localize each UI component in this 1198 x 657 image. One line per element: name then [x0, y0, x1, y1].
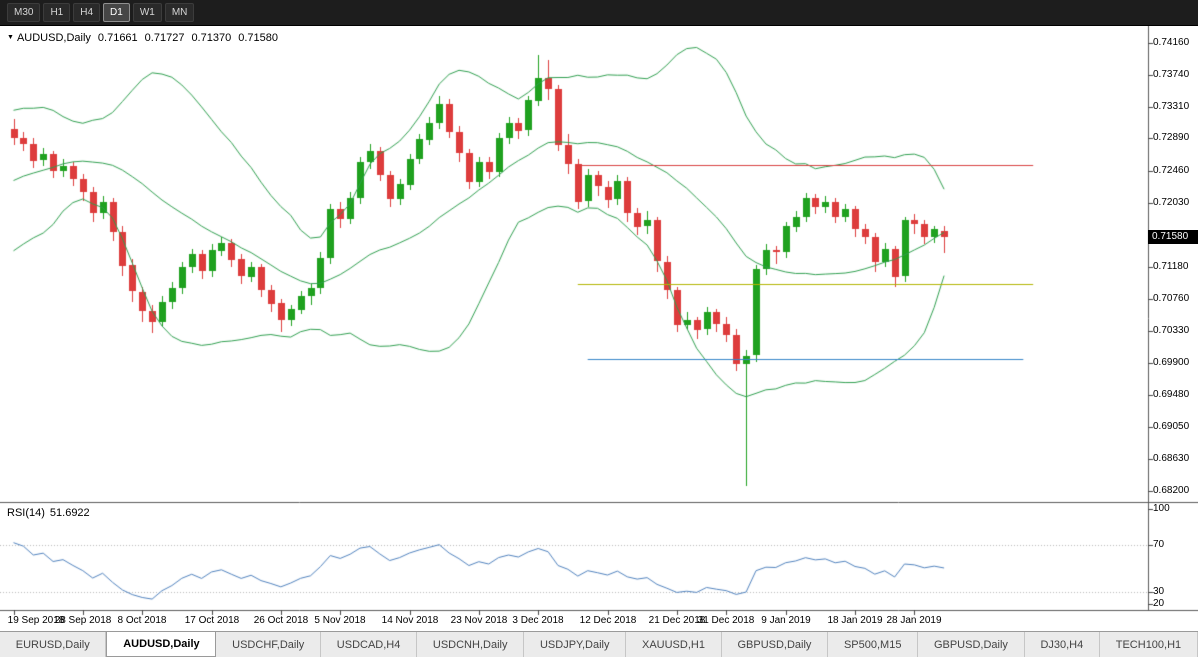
- timeframe-button-m30[interactable]: M30: [7, 3, 41, 22]
- current-price-badge: 0.71580: [1148, 230, 1198, 244]
- timeframe-button-h4[interactable]: H4: [73, 3, 101, 22]
- timeframe-button-mn[interactable]: MN: [164, 3, 195, 22]
- timeframe-toolbar: M30 H1 H4 D1 W1 MN: [0, 0, 1198, 26]
- chart-title-arrow-icon: ▼: [7, 34, 14, 41]
- ohlc-close: 0.71580: [238, 32, 278, 44]
- ohlc-low: 0.71370: [191, 32, 232, 44]
- chart-tab-usdchf-daily[interactable]: USDCHF,Daily: [216, 632, 322, 657]
- chart-title: ▼ AUDUSD,Daily 0.71661 0.71727 0.71370 0.7158…: [7, 32, 278, 44]
- timeframe-button-w1[interactable]: W1: [132, 3, 162, 22]
- price-chart-canvas[interactable]: [0, 26, 1198, 631]
- ohlc-high: 0.71727: [144, 32, 185, 44]
- chart-tab-gbpusd-daily[interactable]: GBPUSD,Daily: [918, 632, 1025, 657]
- chart-tab-gbpusd-daily[interactable]: GBPUSD,Daily: [722, 632, 829, 657]
- chart-tab-audusd-daily[interactable]: AUDUSD,Daily: [106, 632, 217, 657]
- rsi-name: RSI(14): [7, 507, 45, 519]
- chart-symbol-label: AUDUSD,Daily: [16, 32, 91, 44]
- timeframe-button-h1[interactable]: H1: [43, 3, 71, 22]
- chart-tab-sp500-m15[interactable]: SP500,M15: [828, 632, 919, 657]
- chart-tab-usdcnh-daily[interactable]: USDCNH,Daily: [417, 632, 525, 657]
- chart-tab-usdcad-h4[interactable]: USDCAD,H4: [321, 632, 418, 657]
- rsi-value: 51.6922: [49, 507, 90, 519]
- chart-tab-bar: EURUSD,Daily AUDUSD,Daily USDCHF,Daily USDC…: [0, 631, 1198, 657]
- chart-tab-xauusd-h1[interactable]: XAUUSD,H1: [626, 632, 722, 657]
- chart-tab-eurusd-daily[interactable]: EURUSD,Daily: [0, 632, 107, 657]
- panel-splitter[interactable]: [0, 500, 1198, 505]
- chart-tab-dj30-h4[interactable]: DJ30,H4: [1025, 632, 1100, 657]
- chart-tab-tech100-h1[interactable]: TECH100,H1: [1100, 632, 1198, 657]
- ohlc-open: 0.71661: [97, 32, 138, 44]
- rsi-indicator-label: RSI(14) 51.6922: [7, 507, 95, 519]
- chart-tab-usdjpy-daily[interactable]: USDJPY,Daily: [524, 632, 627, 657]
- chart-area: ▼ AUDUSD,Daily 0.71661 0.71727 0.71370 0.7158…: [0, 26, 1198, 631]
- timeframe-button-d1[interactable]: D1: [103, 3, 130, 22]
